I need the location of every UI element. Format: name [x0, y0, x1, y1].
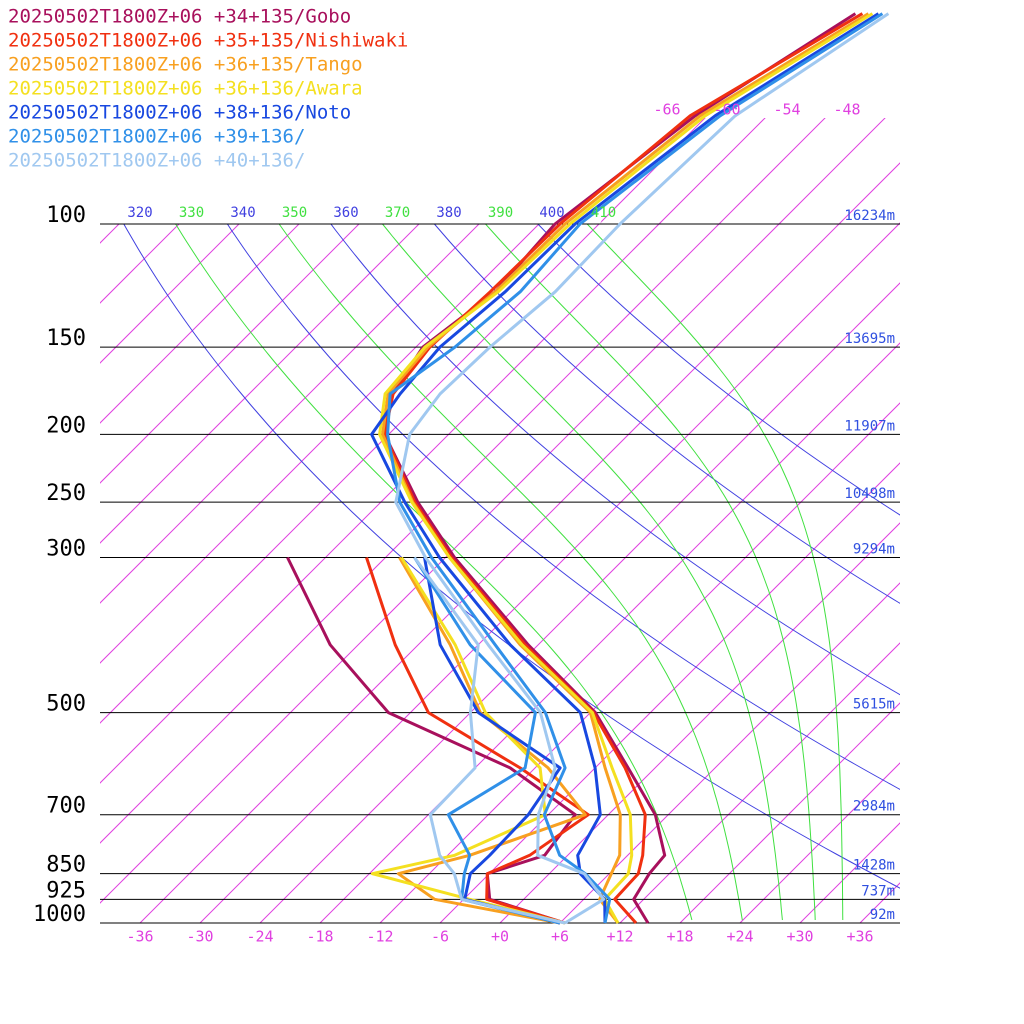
- isotherm: [100, 118, 900, 923]
- theta-label: 360: [333, 205, 358, 221]
- height-label: 9294m: [853, 542, 895, 558]
- isotherm: [859, 118, 900, 923]
- pressure-label: 850: [46, 853, 86, 878]
- isotherm: [100, 118, 884, 923]
- dewpoint-line: [365, 557, 590, 925]
- x-tick-label: -36: [126, 928, 153, 946]
- legend-entry: 20250502T1800Z+06 +38+136/Noto: [8, 102, 351, 124]
- temperature-line: [370, 12, 880, 924]
- x-tick-label: -24: [246, 928, 273, 946]
- height-label: 13695m: [844, 331, 895, 347]
- moist-adiabat: [278, 224, 743, 921]
- temperature-line: [394, 12, 890, 925]
- legend-entry: 20250502T1800Z+06 +36+135/Tango: [8, 54, 363, 76]
- height-label: 92m: [870, 907, 895, 923]
- isotherm-label: -66: [653, 101, 680, 119]
- isotherm: [259, 118, 900, 923]
- pressure-label: 200: [46, 413, 86, 438]
- legend-entry: 20250502T1800Z+06 +40+136/: [8, 150, 305, 172]
- isotherm: [439, 118, 900, 923]
- dewpoint-line: [396, 556, 587, 925]
- pressure-label: 150: [46, 326, 86, 351]
- pressure-label: 100: [46, 203, 86, 228]
- isotherm: [679, 118, 900, 923]
- isotherm-label: -54: [773, 101, 800, 119]
- theta-label: 370: [385, 205, 410, 221]
- height-label: 737m: [861, 883, 895, 899]
- theta-label: 380: [436, 205, 461, 221]
- isotherm: [100, 118, 900, 923]
- x-tick-label: -30: [186, 928, 213, 946]
- isotherm: [199, 118, 900, 923]
- isotherm: [619, 118, 900, 923]
- theta-label: 320: [127, 205, 152, 221]
- height-label: 16234m: [844, 208, 895, 224]
- pressure-label: 925: [46, 878, 86, 903]
- dewpoint-line: [286, 556, 577, 925]
- dewpoint-line: [370, 556, 566, 925]
- isotherm-label: -60: [713, 101, 740, 119]
- isotherm-label: -48: [833, 101, 860, 119]
- x-tick-label: -12: [366, 928, 393, 946]
- dry-adiabat: [537, 224, 900, 516]
- dewpoint-line: [413, 556, 561, 925]
- dry-adiabat: [123, 224, 900, 889]
- dry-adiabat: [434, 224, 900, 604]
- legend-entry: 20250502T1800Z+06 +39+136/: [8, 126, 305, 148]
- pressure-label: 700: [46, 794, 86, 819]
- x-tick-label: +0: [491, 928, 509, 946]
- pressure-label: 1000: [33, 902, 86, 927]
- temperature-line: [383, 12, 864, 925]
- x-tick-label: +24: [726, 928, 753, 946]
- isotherm: [379, 118, 900, 923]
- height-label: 2984m: [853, 799, 895, 815]
- dewpoint-line: [413, 556, 566, 925]
- temperature-line: [386, 12, 884, 924]
- theta-label: 340: [230, 205, 255, 221]
- theta-label: 400: [539, 205, 564, 221]
- pressure-label: 500: [46, 692, 86, 717]
- moist-adiabat: [382, 224, 783, 921]
- dry-adiabat: [226, 224, 900, 790]
- height-label: 1428m: [853, 858, 895, 874]
- moist-adiabat: [175, 224, 693, 921]
- legend-entry: 20250502T1800Z+06 +35+135/Nishiwaki: [8, 30, 408, 52]
- legend-entry: 20250502T1800Z+06 +34+135/Gobo: [8, 6, 351, 28]
- theta-label: 410: [591, 205, 616, 221]
- legend-entry: 20250502T1800Z+06 +36+136/Awara: [8, 78, 363, 100]
- moist-adiabat: [586, 224, 844, 921]
- height-label: 11907m: [844, 418, 895, 434]
- theta-label: 350: [282, 205, 307, 221]
- pressure-label: 300: [46, 537, 86, 562]
- theta-label: 330: [179, 205, 204, 221]
- x-tick-label: -6: [431, 928, 449, 946]
- isotherm: [139, 118, 900, 923]
- traces: [286, 12, 890, 925]
- height-label: 10498m: [844, 486, 895, 502]
- moist-adiabat: [485, 224, 816, 921]
- isotherm: [739, 118, 900, 923]
- labels: 320 340 360 380 400 330 350 370 390 410 100 16234m 1…: [8, 6, 895, 946]
- x-tick-label: -18: [306, 928, 333, 946]
- isotherm: [559, 118, 900, 923]
- isotherm: [799, 118, 900, 923]
- height-label: 5615m: [853, 697, 895, 713]
- x-tick-label: +30: [786, 928, 813, 946]
- temperature-line: [378, 12, 874, 924]
- isotherm: [499, 118, 900, 923]
- x-tick-label: +6: [551, 928, 569, 946]
- theta-label: 390: [488, 205, 513, 221]
- pressure-label: 250: [46, 481, 86, 506]
- x-tick-label: +12: [606, 928, 633, 946]
- x-tick-label: +18: [666, 928, 693, 946]
- adiabats: [123, 224, 900, 921]
- x-tick-label: +36: [846, 928, 873, 946]
- dewpoint-line: [423, 557, 562, 925]
